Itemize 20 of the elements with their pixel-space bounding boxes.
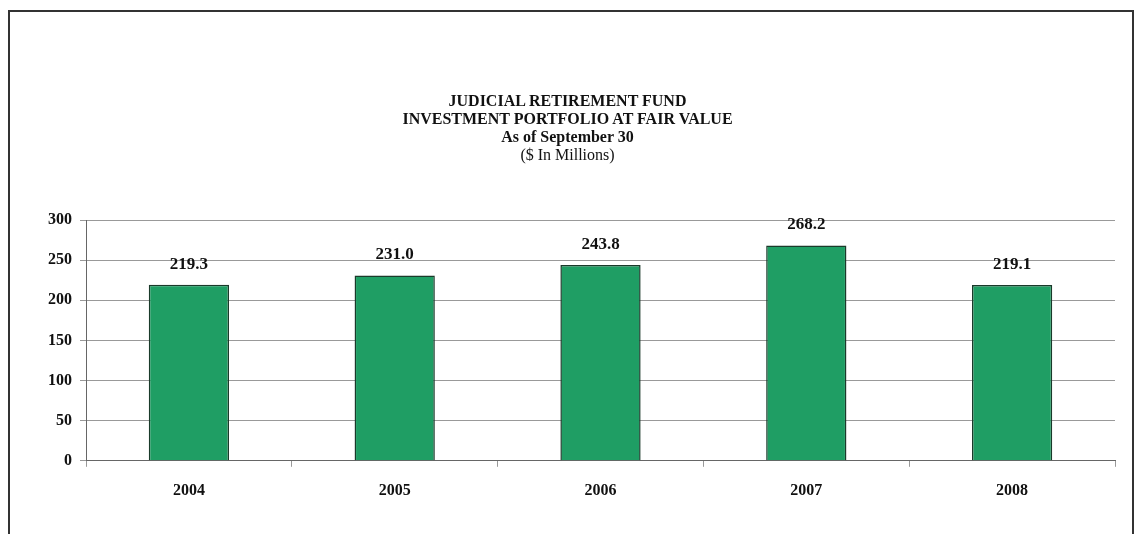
data-label: 219.1 [992,253,1032,273]
chart-subtitle: As of September 30 [500,128,635,146]
x-tick-label: 2005 [378,480,411,498]
text: ($ In Millions) [519,146,616,164]
y-tick-label: 200 [48,290,72,308]
x-tick-label: 2006 [584,480,617,498]
data-label: 268.2 [787,214,826,234]
y-tick-label: 50 [56,410,72,428]
x-tick-label: 2008 [996,480,1029,498]
chart-title: JUDICIAL RETIREMENT FUND INVESTMENT PORTFOLIO AT FAIR VALUE [401,92,734,128]
y-tick-label: 300 [48,210,72,228]
data-label: 243.8 [581,234,620,253]
y-tick-label: 0 [64,450,72,468]
y-tick-label: 250 [48,250,72,268]
x-tick-label: 2004 [172,480,205,498]
data-label: 219.3 [169,253,209,273]
y-tick-label: 100 [48,370,72,388]
x-tick-label: 2007 [790,480,823,498]
data-label: 231.0 [375,244,414,264]
y-tick-label: 150 [48,330,72,348]
